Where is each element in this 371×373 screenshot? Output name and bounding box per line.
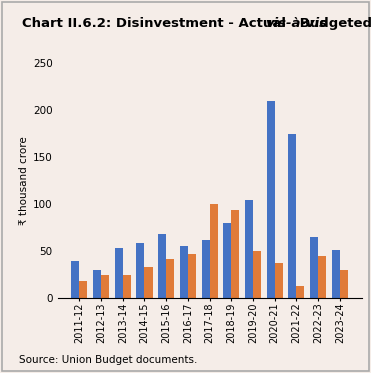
Bar: [253, 251, 261, 298]
Y-axis label: ₹ thousand crore: ₹ thousand crore: [19, 137, 29, 225]
Bar: [340, 270, 348, 298]
Bar: [123, 275, 131, 298]
Bar: [245, 200, 253, 298]
Bar: [158, 233, 166, 298]
Text: Chart II.6.2: Disinvestment - Actual: Chart II.6.2: Disinvestment - Actual: [22, 17, 291, 30]
Text: Budgeted: Budgeted: [295, 17, 371, 30]
Text: Source: Union Budget documents.: Source: Union Budget documents.: [19, 355, 197, 365]
Bar: [115, 248, 123, 298]
Bar: [188, 254, 196, 298]
Bar: [71, 261, 79, 298]
Bar: [201, 240, 210, 298]
Bar: [144, 267, 152, 298]
Bar: [101, 275, 109, 298]
Bar: [318, 256, 326, 298]
Bar: [275, 263, 283, 298]
Bar: [137, 243, 144, 298]
Bar: [210, 204, 218, 298]
Bar: [310, 237, 318, 298]
Bar: [288, 134, 296, 298]
Bar: [267, 101, 275, 298]
Bar: [93, 270, 101, 298]
Bar: [296, 286, 305, 298]
Bar: [79, 282, 88, 298]
Bar: [166, 259, 174, 298]
Bar: [180, 246, 188, 298]
Bar: [232, 210, 239, 298]
Text: vis-à-vis: vis-à-vis: [265, 17, 327, 30]
Bar: [223, 223, 232, 298]
Bar: [332, 250, 340, 298]
